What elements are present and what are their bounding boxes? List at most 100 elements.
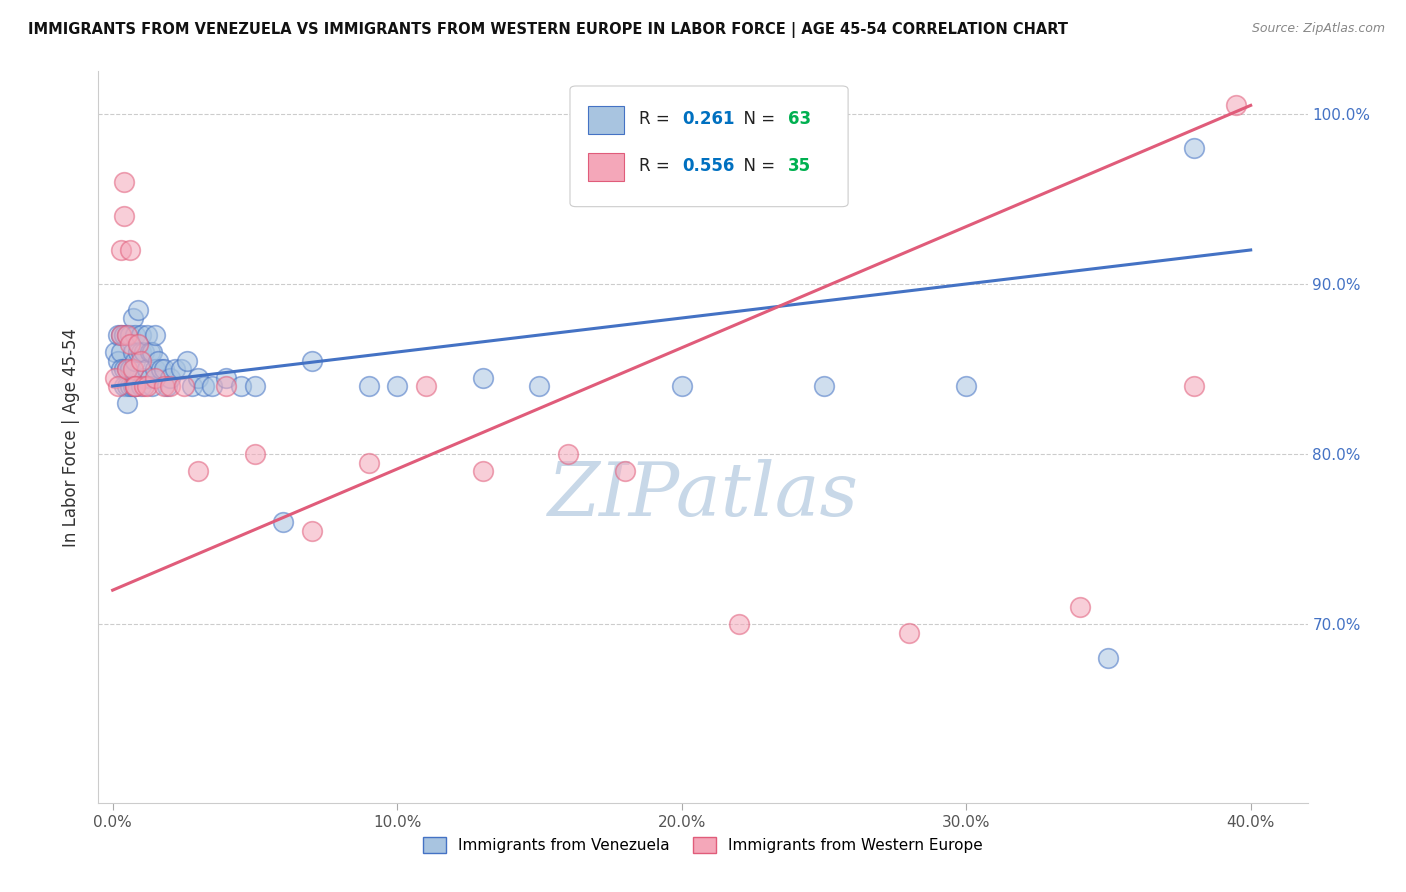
Point [124,353,146,368]
Point [243,447,266,461]
Text: 0.556: 0.556 [682,158,735,176]
Text: N =: N = [734,110,780,128]
Point [132,379,155,393]
Point [471,370,494,384]
Point [115,396,138,410]
Point [124,328,146,343]
Text: 35: 35 [787,158,811,176]
Point [215,379,238,393]
Point [110,328,132,343]
Point [173,379,195,393]
Text: Source: ZipAtlas.com: Source: ZipAtlas.com [1251,22,1385,36]
Point [104,370,127,384]
Point [127,302,149,317]
Text: N =: N = [734,158,780,176]
Point [118,328,141,343]
Point [471,464,494,478]
Point [135,328,157,343]
Text: R =: R = [638,110,675,128]
Point [146,353,169,368]
Point [129,328,152,343]
Point [115,362,138,376]
Point [132,345,155,359]
Point [1069,600,1091,615]
Point [118,243,141,257]
Point [150,362,173,376]
Point [124,379,146,393]
Point [613,464,636,478]
FancyBboxPatch shape [569,86,848,207]
Point [124,379,146,393]
Point [118,336,141,351]
Text: R =: R = [638,158,675,176]
Point [813,379,835,393]
Point [159,379,181,393]
Point [118,362,141,376]
Legend: Immigrants from Venezuela, Immigrants from Western Europe: Immigrants from Venezuela, Immigrants fr… [416,830,990,861]
Point [529,379,551,393]
Point [357,456,380,470]
Point [107,353,129,368]
Point [243,379,266,393]
Point [115,362,138,376]
Point [138,370,160,384]
Text: ZIPatlas: ZIPatlas [547,459,859,532]
Point [159,370,181,384]
Y-axis label: In Labor Force | Age 45-54: In Labor Force | Age 45-54 [62,327,80,547]
Point [129,353,152,368]
Point [121,345,143,359]
Point [129,379,152,393]
Point [671,379,693,393]
Point [273,515,295,529]
Point [135,379,157,393]
Point [165,362,187,376]
Point [170,362,193,376]
Point [1182,141,1205,155]
Point [201,379,224,393]
Point [301,524,323,538]
Point [127,336,149,351]
Point [104,345,127,359]
Point [110,243,132,257]
Point [118,379,141,393]
Point [107,379,129,393]
Point [187,464,209,478]
Point [955,379,977,393]
Point [115,328,138,343]
Point [107,328,129,343]
Point [143,370,166,384]
Point [121,311,143,326]
Text: IMMIGRANTS FROM VENEZUELA VS IMMIGRANTS FROM WESTERN EUROPE IN LABOR FORCE | AGE: IMMIGRANTS FROM VENEZUELA VS IMMIGRANTS … [28,22,1069,38]
Point [229,379,252,393]
Point [143,362,166,376]
Point [357,379,380,393]
Point [124,379,146,393]
Point [187,370,209,384]
Point [898,625,921,640]
Point [153,379,176,393]
Point [215,370,238,384]
Point [1182,379,1205,393]
Point [181,379,204,393]
Point [1097,651,1119,665]
Point [141,345,163,359]
Point [121,379,143,393]
FancyBboxPatch shape [588,153,624,181]
Point [112,379,135,393]
Point [1225,98,1247,112]
Point [110,362,132,376]
Point [110,328,132,343]
Point [112,328,135,343]
Point [415,379,437,393]
Point [112,362,135,376]
Point [135,362,157,376]
Text: 63: 63 [787,110,811,128]
Text: 0.261: 0.261 [682,110,735,128]
Point [557,447,579,461]
FancyBboxPatch shape [588,106,624,134]
Point [138,345,160,359]
Point [153,362,176,376]
Point [141,379,163,393]
Point [193,379,215,393]
Point [115,328,138,343]
